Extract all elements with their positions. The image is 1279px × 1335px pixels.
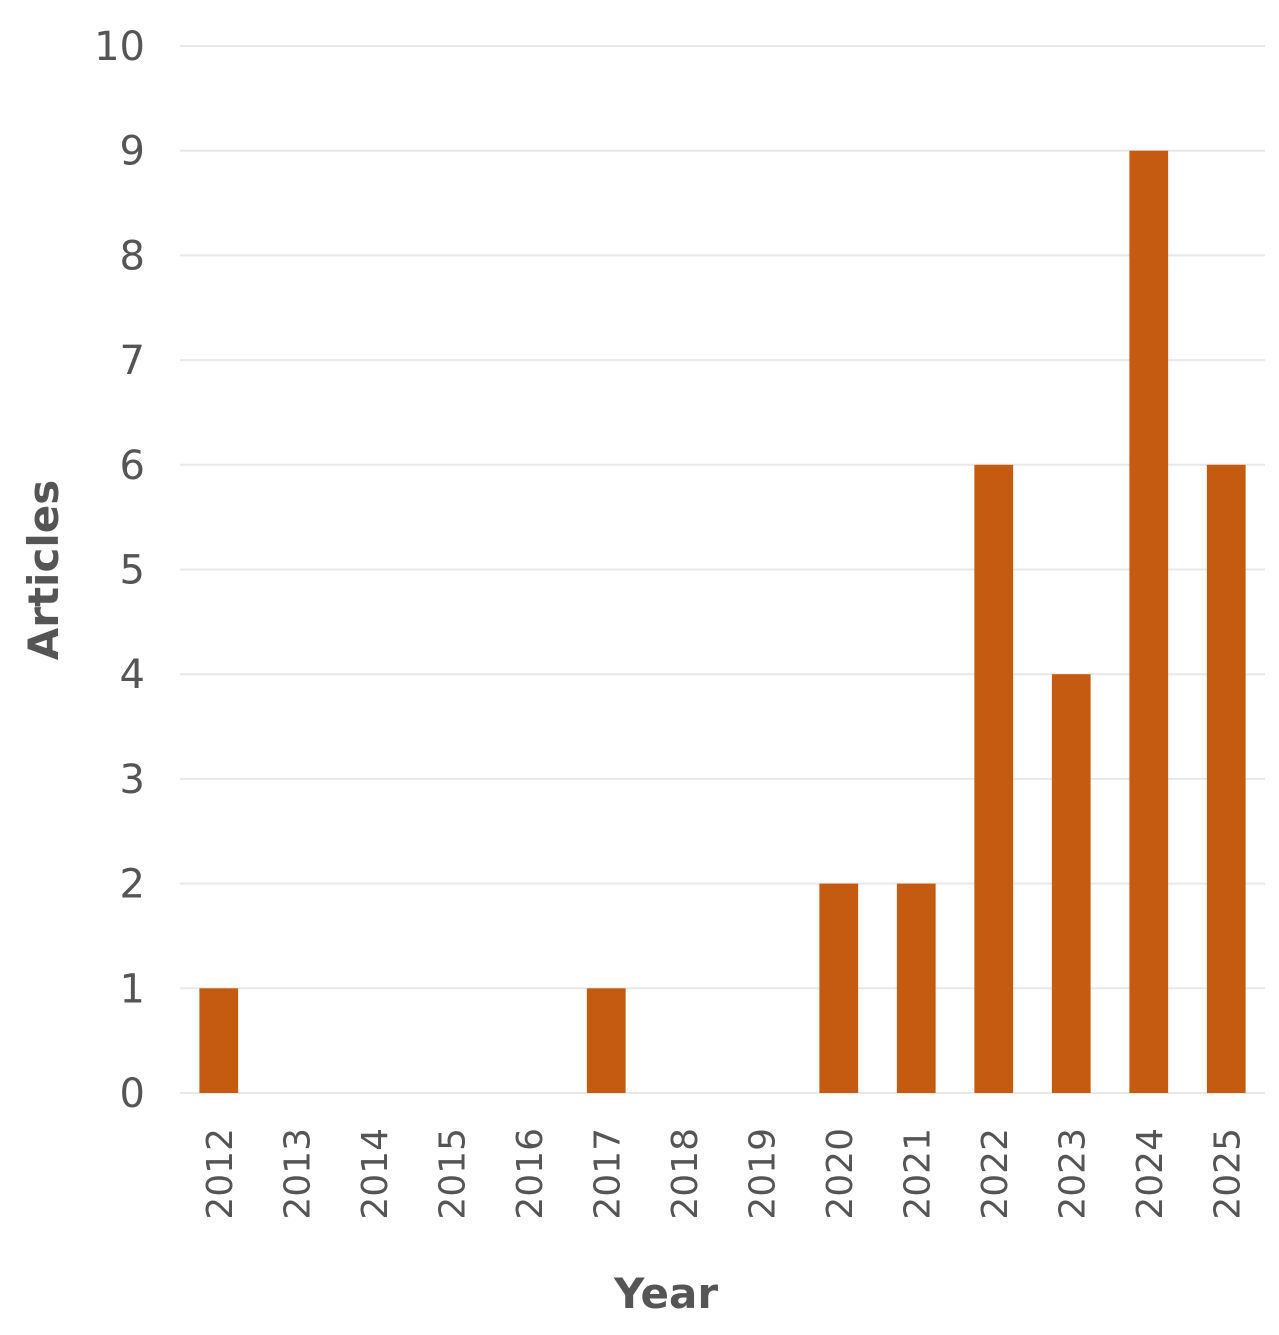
y-tick-label: 9	[120, 129, 145, 175]
bar-2025	[1206, 464, 1246, 1093]
x-tick-label: 2017	[587, 1128, 628, 1220]
x-tick-label: 2016	[510, 1128, 551, 1220]
bars	[199, 150, 1246, 1093]
bar-2022	[974, 464, 1014, 1093]
y-tick-label: 6	[120, 443, 145, 489]
x-tick-label: 2023	[1052, 1128, 1093, 1220]
y-tick-label: 4	[120, 652, 145, 698]
bar-2017	[586, 988, 626, 1093]
bar-2021	[896, 883, 936, 1093]
y-tick-label: 10	[94, 24, 145, 70]
x-tick-label: 2015	[432, 1128, 473, 1220]
y-axis-title: Articles	[19, 480, 68, 660]
x-axis-ticks: 2012 2013 2014 2015 2016 2017 2018 2019 2020 2021…	[200, 1128, 1249, 1220]
x-tick-label: 2013	[277, 1128, 318, 1220]
x-tick-label: 2014	[355, 1128, 396, 1220]
bar-2020	[819, 883, 859, 1093]
x-axis-title: Year	[613, 1269, 718, 1318]
y-tick-label: 7	[120, 338, 145, 384]
y-tick-label: 0	[120, 1071, 145, 1117]
bar-2024	[1129, 150, 1169, 1093]
y-tick-label: 1	[120, 966, 145, 1012]
y-tick-label: 2	[120, 862, 145, 908]
y-tick-label: 3	[120, 757, 145, 803]
x-tick-label: 2020	[820, 1128, 861, 1220]
y-tick-label: 5	[120, 548, 145, 594]
bar-2012	[199, 988, 239, 1093]
gridlines	[180, 45, 1265, 1094]
x-tick-label: 2012	[200, 1128, 241, 1220]
bar-2023	[1051, 674, 1091, 1093]
x-tick-label: 2018	[665, 1128, 706, 1220]
y-axis-ticks: 0 1 2 3 4 5 6 7 8 9 10	[94, 24, 145, 1117]
x-tick-label: 2021	[897, 1128, 938, 1220]
x-tick-label: 2019	[742, 1128, 783, 1220]
x-tick-label: 2024	[1130, 1128, 1171, 1220]
x-tick-label: 2022	[975, 1128, 1016, 1220]
x-tick-label: 2025	[1207, 1128, 1248, 1220]
y-tick-label: 8	[120, 233, 145, 279]
